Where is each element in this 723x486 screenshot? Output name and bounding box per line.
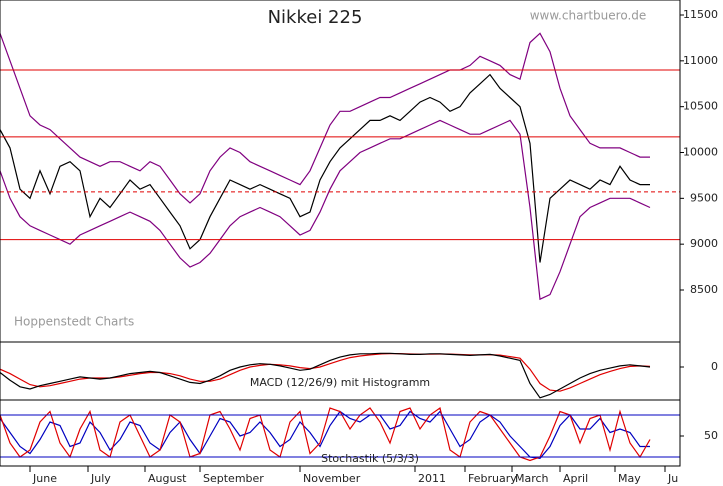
chart-title: Nikkei 225 (268, 7, 363, 28)
series-line (0, 32, 650, 204)
watermark: www.chartbuero.de (530, 9, 647, 23)
y-tick-label: 8500 (690, 283, 718, 296)
x-tick-label: March (515, 472, 549, 485)
y-tick-label: 0 (711, 360, 718, 373)
y-tick-label: 50 (704, 429, 718, 442)
x-tick-label: July (90, 472, 111, 485)
source-label: Hoppenstedt Charts (14, 315, 134, 329)
series-line (0, 352, 651, 399)
x-tick-label: 2011 (418, 472, 446, 485)
x-tick-label: April (563, 472, 588, 485)
y-tick-label: 9500 (690, 191, 718, 204)
x-tick-label: May (618, 472, 641, 485)
x-tick-label: August (148, 472, 187, 485)
series-line (0, 119, 651, 301)
series-line (0, 73, 650, 263)
y-tick-label: 11500 (683, 8, 718, 21)
series-line (0, 410, 650, 460)
x-tick-label: September (203, 472, 264, 485)
x-tick-label: February (468, 472, 517, 485)
series-line (0, 407, 651, 462)
x-tick-label: November (303, 472, 361, 485)
panel-label: MACD (12/26/9) mit Histogramm (250, 376, 430, 389)
x-tick-label: June (32, 472, 57, 485)
panel-frame (0, 0, 681, 343)
y-tick-label: 9000 (690, 237, 718, 250)
panel-frame (0, 341, 681, 401)
panel-label: Stochastik (5/3/3) (321, 452, 419, 465)
x-tick-label: Ju (667, 472, 678, 485)
y-tick-label: 10000 (683, 146, 718, 159)
y-tick-label: 11000 (683, 54, 718, 67)
y-tick-label: 10500 (683, 100, 718, 113)
